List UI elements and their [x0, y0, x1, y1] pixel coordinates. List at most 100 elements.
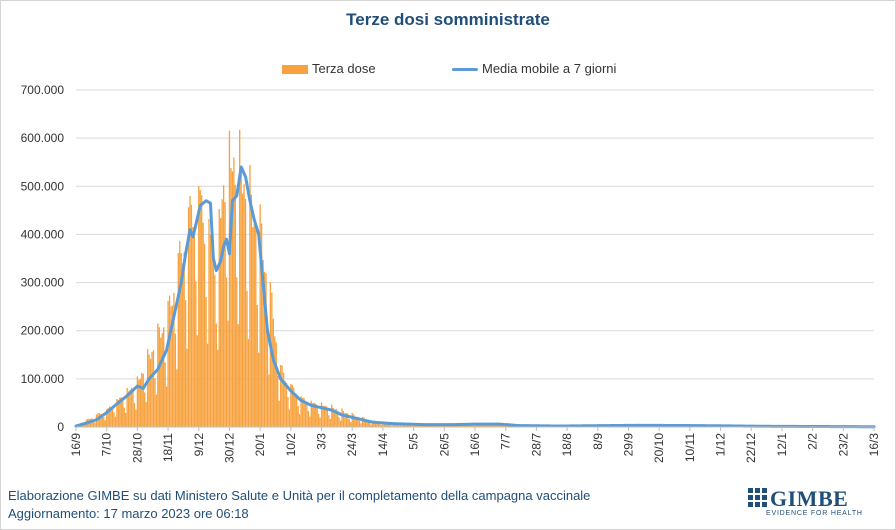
bar: [279, 364, 282, 427]
bar: [244, 198, 247, 427]
x-tick-label: 12/1: [775, 433, 789, 457]
bar: [332, 407, 334, 427]
bar: [357, 416, 359, 427]
bar: [255, 225, 257, 427]
bar: [184, 300, 187, 427]
bar: [239, 129, 241, 427]
x-tick-label: 14/4: [376, 433, 390, 457]
bar: [326, 408, 329, 427]
gimbe-logo-text: GIMBE: [770, 486, 849, 511]
x-tick-label: 23/2: [836, 433, 850, 457]
bar: [377, 422, 380, 427]
x-tick-label: 22/12: [744, 433, 758, 463]
bar: [502, 425, 504, 427]
bar: [125, 412, 127, 427]
bar: [193, 229, 196, 427]
bar: [221, 199, 223, 427]
bar: [317, 413, 320, 427]
x-tick-label: 16/9: [69, 433, 83, 457]
bar: [313, 402, 315, 427]
bar: [351, 412, 353, 427]
legend-line-swatch: [452, 68, 478, 71]
bar: [360, 423, 362, 427]
bar: [132, 390, 134, 427]
bar: [304, 400, 307, 427]
bar: [348, 419, 350, 427]
bar: [246, 290, 248, 427]
bar: [323, 406, 326, 427]
bar: [173, 292, 175, 427]
x-tick-label: 7/7: [499, 433, 513, 450]
x-tick-label: 9/12: [192, 433, 206, 457]
gimbe-logo: GIMBE EVIDENCE FOR HEALTH: [748, 486, 878, 520]
x-tick-label: 1/12: [714, 433, 728, 457]
bar: [103, 417, 105, 427]
bar: [98, 413, 101, 427]
bar: [151, 351, 153, 427]
y-tick-label: 400.000: [21, 227, 65, 241]
x-tick-label: 26/5: [437, 433, 451, 457]
bar: [442, 425, 444, 427]
bar: [209, 234, 212, 427]
bar: [154, 378, 156, 427]
bar: [198, 186, 200, 427]
bar: [250, 194, 253, 427]
bar: [411, 425, 413, 427]
bar: [133, 403, 136, 427]
bar: [421, 425, 424, 427]
bar: [364, 419, 367, 427]
bar: [110, 406, 112, 427]
bar: [182, 263, 184, 427]
bar: [144, 392, 146, 427]
bar: [344, 413, 346, 427]
bar: [260, 223, 263, 427]
bar: [310, 400, 312, 427]
legend-bar-label: Terza dose: [312, 61, 376, 76]
bar: [199, 190, 201, 427]
bar: [361, 416, 364, 427]
bar: [296, 396, 298, 427]
bar: [262, 260, 264, 427]
bar: [328, 415, 330, 427]
x-tick-label: 18/8: [560, 433, 574, 457]
bar: [290, 383, 292, 427]
series-line: [74, 165, 876, 429]
bar: [116, 399, 118, 427]
bar: [471, 424, 473, 427]
bar: [205, 297, 207, 427]
bar: [258, 352, 260, 427]
bar: [195, 281, 197, 427]
y-tick-label: 300.000: [21, 276, 65, 290]
bar: [410, 425, 412, 427]
y-tick-label: 200.000: [21, 324, 65, 338]
bar: [180, 253, 182, 427]
bar: [117, 399, 120, 427]
y-tick-label: 500.000: [21, 179, 65, 193]
bar: [382, 421, 384, 427]
bar: [300, 396, 302, 427]
bar: [129, 389, 131, 427]
bar: [174, 333, 177, 427]
bar: [269, 282, 272, 427]
bar: [431, 425, 434, 427]
bar: [225, 277, 228, 427]
bar: [277, 375, 279, 427]
bar: [142, 373, 144, 427]
bar: [141, 372, 143, 427]
bar: [385, 422, 387, 427]
bar: [354, 416, 356, 427]
bar: [331, 404, 333, 427]
bar: [187, 207, 190, 427]
bar: [278, 400, 280, 427]
bar: [358, 420, 361, 427]
x-tick-label: 10/2: [284, 433, 298, 457]
bar: [189, 196, 191, 427]
bar: [100, 413, 102, 427]
bar: [345, 413, 348, 427]
bar: [252, 227, 254, 427]
bar: [171, 305, 174, 427]
x-tick-label: 16/3: [867, 433, 881, 457]
bar: [122, 399, 124, 427]
bar: [123, 407, 125, 427]
footer-source: Elaborazione GIMBE su dati Ministero Sal…: [8, 488, 591, 503]
